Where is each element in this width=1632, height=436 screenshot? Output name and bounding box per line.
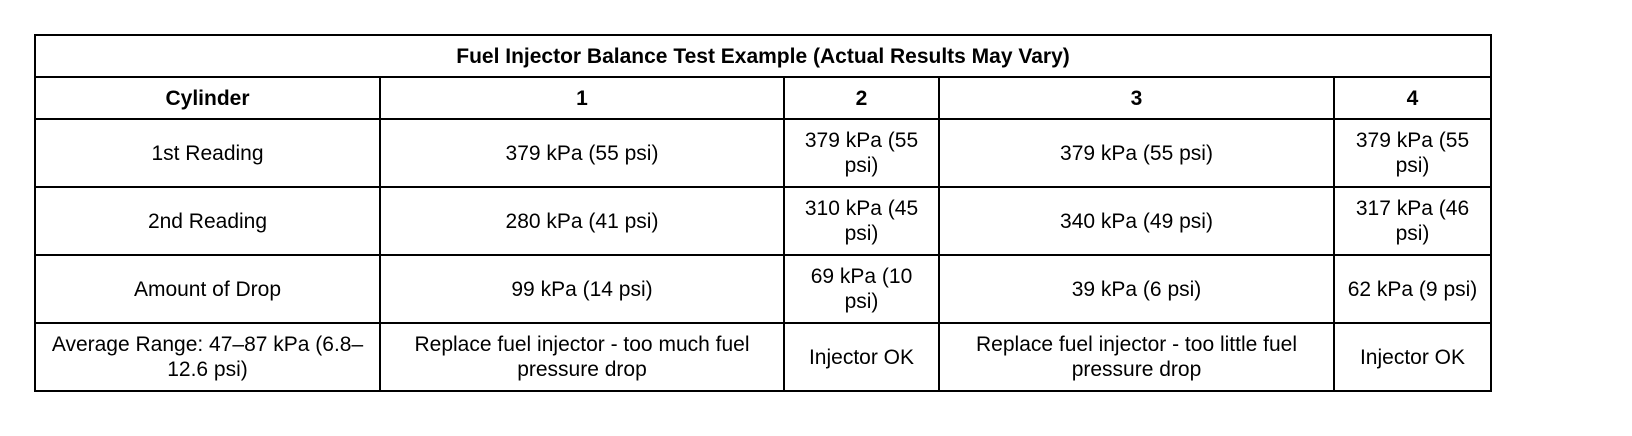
table-cell: 379 kPa (55 psi) bbox=[783, 118, 940, 188]
table-title-row: Fuel Injector Balance Test Example (Actu… bbox=[34, 34, 1492, 78]
row-label: 2nd Reading bbox=[34, 186, 381, 256]
table-cell: 280 kPa (41 psi) bbox=[379, 186, 785, 256]
table-cell: Injector OK bbox=[1333, 322, 1492, 392]
fuel-injector-balance-table: Fuel Injector Balance Test Example (Actu… bbox=[34, 34, 1492, 392]
table-cell: Injector OK bbox=[783, 322, 940, 392]
header-cylinder-1: 1 bbox=[379, 76, 785, 120]
header-cylinder: Cylinder bbox=[34, 76, 381, 120]
row-label: 1st Reading bbox=[34, 118, 381, 188]
row-label: Amount of Drop bbox=[34, 254, 381, 324]
table-title: Fuel Injector Balance Test Example (Actu… bbox=[34, 34, 1492, 78]
table-cell: 39 kPa (6 psi) bbox=[938, 254, 1335, 324]
header-cylinder-4: 4 bbox=[1333, 76, 1492, 120]
table-cell: 379 kPa (55 psi) bbox=[938, 118, 1335, 188]
header-cylinder-2: 2 bbox=[783, 76, 940, 120]
table-cell: Replace fuel injector - too much fuel pr… bbox=[379, 322, 785, 392]
table-header-row: Cylinder 1 2 3 4 bbox=[34, 76, 1492, 120]
table-row-average-range: Average Range: 47–87 kPa (6.8–12.6 psi) … bbox=[34, 322, 1492, 392]
table-cell: 379 kPa (55 psi) bbox=[1333, 118, 1492, 188]
table-row-first-reading: 1st Reading 379 kPa (55 psi) 379 kPa (55… bbox=[34, 118, 1492, 188]
table-cell: Replace fuel injector - too little fuel … bbox=[938, 322, 1335, 392]
table-cell: 99 kPa (14 psi) bbox=[379, 254, 785, 324]
table-cell: 62 kPa (9 psi) bbox=[1333, 254, 1492, 324]
table-row-second-reading: 2nd Reading 280 kPa (41 psi) 310 kPa (45… bbox=[34, 186, 1492, 256]
table-cell: 69 kPa (10 psi) bbox=[783, 254, 940, 324]
table-cell: 379 kPa (55 psi) bbox=[379, 118, 785, 188]
table-cell: 310 kPa (45 psi) bbox=[783, 186, 940, 256]
row-label: Average Range: 47–87 kPa (6.8–12.6 psi) bbox=[34, 322, 381, 392]
table-row-amount-of-drop: Amount of Drop 99 kPa (14 psi) 69 kPa (1… bbox=[34, 254, 1492, 324]
table-cell: 317 kPa (46 psi) bbox=[1333, 186, 1492, 256]
header-cylinder-3: 3 bbox=[938, 76, 1335, 120]
table-cell: 340 kPa (49 psi) bbox=[938, 186, 1335, 256]
